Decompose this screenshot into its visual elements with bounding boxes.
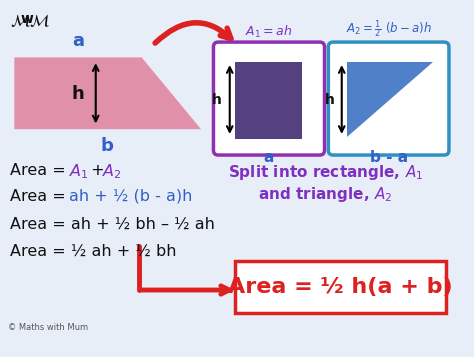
Text: $A_1 = ah$: $A_1 = ah$: [246, 24, 292, 40]
Text: $A_1$: $A_1$: [69, 163, 89, 181]
Text: h: h: [72, 85, 84, 103]
Text: and triangle, $A_2$: and triangle, $A_2$: [258, 185, 392, 204]
Text: $A_2$: $A_2$: [102, 163, 122, 181]
Polygon shape: [346, 62, 433, 137]
Text: a: a: [73, 32, 84, 50]
FancyBboxPatch shape: [213, 42, 325, 155]
FancyBboxPatch shape: [236, 261, 446, 313]
Text: h: h: [325, 92, 335, 106]
Text: b: b: [101, 137, 114, 155]
Text: h: h: [212, 92, 222, 106]
Text: b - a: b - a: [370, 150, 408, 165]
Text: Area = ½ h(a + b): Area = ½ h(a + b): [228, 277, 453, 297]
Text: © Maths with Mum: © Maths with Mum: [8, 323, 88, 332]
Polygon shape: [14, 57, 201, 129]
Text: $A_2 = \frac{1}{2}\ (b-a)h$: $A_2 = \frac{1}{2}\ (b-a)h$: [346, 19, 432, 40]
Text: Area = ah + ½ bh – ½ ah: Area = ah + ½ bh – ½ ah: [9, 217, 214, 232]
Bar: [236, 62, 302, 139]
Text: a: a: [264, 150, 274, 165]
FancyBboxPatch shape: [328, 42, 449, 155]
Text: Area =: Area =: [9, 163, 71, 178]
Text: w: w: [20, 12, 33, 26]
Text: +: +: [86, 163, 110, 178]
Text: $\mathcal{M}$: $\mathcal{M}$: [29, 12, 49, 30]
Text: Split into rectangle, $A_1$: Split into rectangle, $A_1$: [228, 163, 423, 182]
Text: Area =: Area =: [9, 188, 71, 203]
Text: $\mathcal{M}$: $\mathcal{M}$: [9, 12, 30, 30]
Text: Area = ½ ah + ½ bh: Area = ½ ah + ½ bh: [9, 244, 176, 259]
Text: ah + ½ (b - a)h: ah + ½ (b - a)h: [69, 188, 192, 203]
